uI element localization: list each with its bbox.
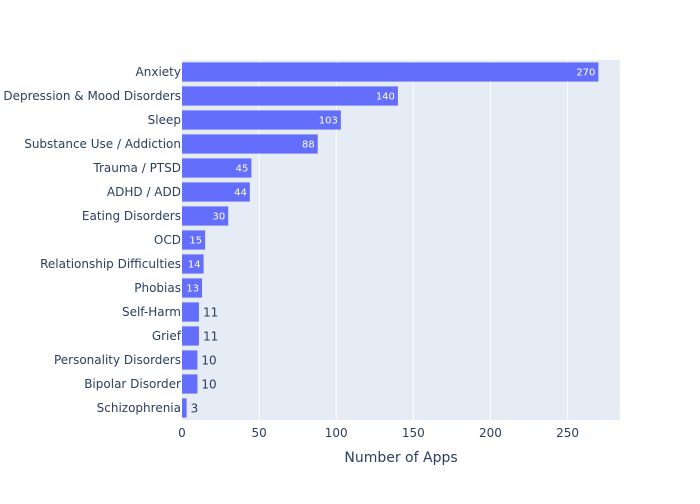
bar: [182, 86, 398, 106]
bar: [182, 134, 318, 154]
bar: [182, 254, 204, 274]
data-label: 10: [201, 378, 216, 392]
bars: [182, 62, 599, 418]
category-label: Relationship Difficulties: [40, 257, 181, 271]
data-label: 88: [302, 140, 315, 151]
category-label: Trauma / PTSD: [92, 161, 181, 175]
x-axis-title: Number of Apps: [344, 450, 457, 466]
category-label: Anxiety: [136, 65, 181, 79]
bar: [182, 374, 198, 394]
bar: [182, 110, 341, 130]
data-label: 11: [203, 330, 218, 344]
x-tick-label: 100: [325, 426, 348, 440]
data-label: 11: [203, 306, 218, 320]
data-label: 44: [234, 188, 247, 199]
category-label: ADHD / ADD: [107, 185, 181, 199]
category-label: Sleep: [148, 113, 181, 127]
x-tick-label: 250: [556, 426, 579, 440]
bar: [182, 398, 187, 418]
data-label: 14: [188, 260, 201, 271]
category-label: Bipolar Disorder: [84, 377, 181, 391]
data-label: 3: [191, 402, 199, 416]
x-tick-label: 150: [402, 426, 425, 440]
bar: [182, 206, 229, 226]
category-label: Eating Disorders: [82, 209, 181, 223]
category-label: OCD: [154, 233, 181, 247]
category-labels: Anxiety Depression & Mood Disorders Sleep S…: [3, 65, 181, 415]
x-tick-label: 50: [251, 426, 266, 440]
data-label: 15: [189, 236, 202, 247]
bar: [182, 158, 252, 178]
x-tick-label: 0: [178, 426, 186, 440]
category-label: Self-Harm: [122, 305, 181, 319]
bar: [182, 182, 250, 202]
category-label: Grief: [152, 329, 182, 343]
x-tick-labels: 0 50 100 150 200 250: [178, 426, 579, 440]
category-label: Personality Disorders: [54, 353, 181, 367]
data-label: 140: [376, 92, 395, 103]
bar: [182, 230, 206, 250]
bar: [182, 278, 203, 298]
data-label: 45: [236, 164, 249, 175]
category-label: Schizophrenia: [97, 401, 181, 415]
category-label: Depression & Mood Disorders: [3, 89, 181, 103]
data-label: 13: [186, 284, 199, 295]
bar: [182, 62, 599, 82]
category-label: Substance Use / Addiction: [24, 137, 181, 151]
data-label: 270: [576, 68, 595, 79]
x-tick-label: 200: [479, 426, 502, 440]
bar: [182, 326, 199, 346]
data-label: 10: [201, 354, 216, 368]
category-label: Phobias: [134, 281, 181, 295]
bar: [182, 302, 199, 322]
data-label: 30: [213, 212, 226, 223]
bar: [182, 350, 198, 370]
data-label: 103: [319, 116, 338, 127]
